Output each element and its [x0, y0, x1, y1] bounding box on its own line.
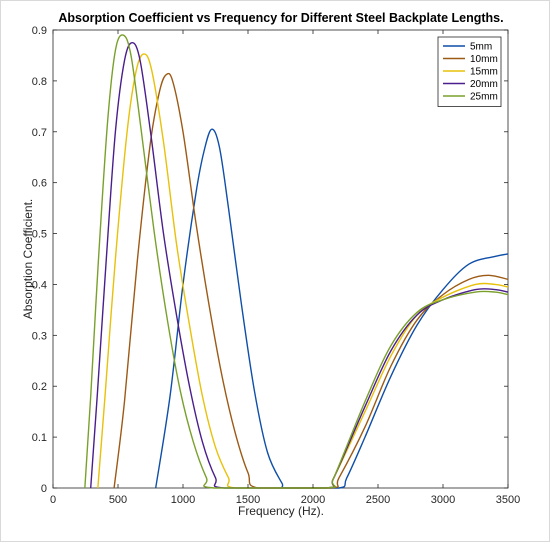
- y-tick-label: 0.5: [32, 229, 47, 241]
- axis-ticks: 0 500 1000 1500 2000 2500 3000 3500 0 0.1 0.2 0.3 0.…: [32, 25, 521, 506]
- x-tick-label: 1500: [236, 494, 260, 506]
- y-tick-label: 0.8: [32, 76, 47, 88]
- y-tick-label: 0.3: [32, 330, 47, 342]
- x-tick-label: 500: [109, 494, 127, 506]
- y-tick-label: 0: [41, 483, 47, 495]
- y-tick-label: 0.7: [32, 127, 47, 139]
- legend-label-3: 15mm: [470, 67, 498, 78]
- x-axis-label: Frequency (Hz).: [238, 504, 324, 518]
- y-tick-label: 0.4: [32, 279, 47, 291]
- x-tick-label: 0: [50, 494, 56, 506]
- plot-area: [52, 29, 509, 489]
- series-layer: [84, 34, 509, 489]
- y-tick-label: 0.2: [32, 381, 47, 393]
- y-axis-label: Absorption Coefficient.: [21, 199, 35, 320]
- legend-label-5: 25mm: [470, 92, 498, 103]
- x-tick-label: 3000: [431, 494, 455, 506]
- series-line-4: [90, 42, 509, 489]
- series-line-5: [84, 34, 509, 489]
- y-tick-label: 0.6: [32, 178, 47, 190]
- chart-title: Absorption Coefficient vs Frequency for …: [58, 11, 503, 25]
- y-tick-label: 0.1: [32, 432, 47, 444]
- y-tick-label: 0.9: [32, 25, 47, 37]
- legend-label-2: 10mm: [470, 54, 498, 65]
- legend-label-1: 5mm: [470, 42, 492, 53]
- x-tick-label: 2000: [301, 494, 325, 506]
- x-tick-label: 3500: [496, 494, 520, 506]
- series-line-1: [155, 128, 509, 489]
- x-tick-label: 2500: [366, 494, 390, 506]
- x-tick-label: 1000: [171, 494, 195, 506]
- series-line-2: [113, 72, 509, 489]
- legend-label-4: 20mm: [470, 79, 498, 90]
